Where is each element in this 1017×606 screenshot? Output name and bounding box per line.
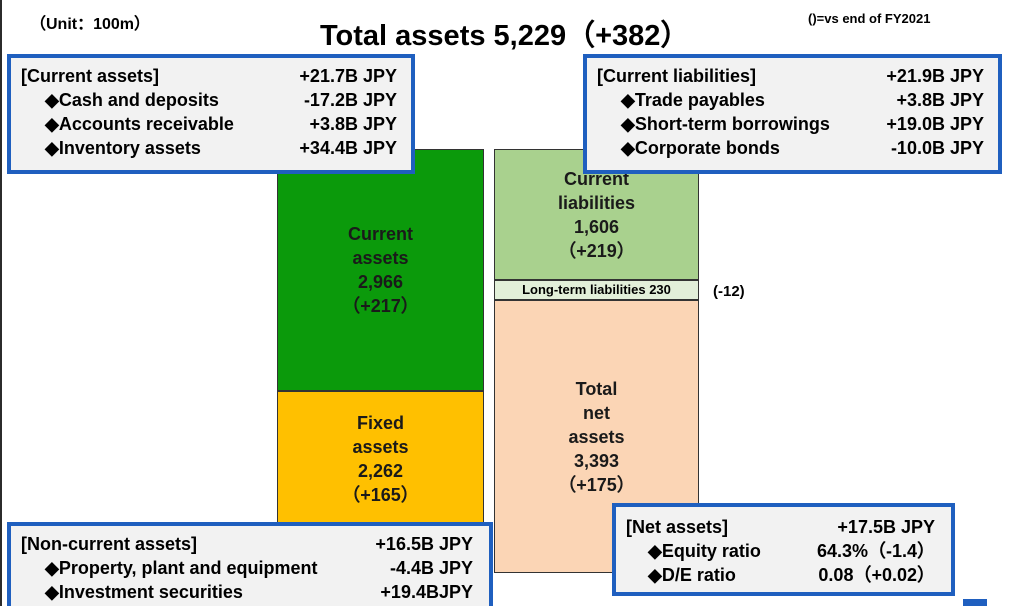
callout-item-row: ◆D/E ratio 0.08（+0.02） xyxy=(626,563,935,587)
current-assets-callout: [Current assets] +21.7B JPY ◆Cash and de… xyxy=(7,54,415,174)
net-assets-label-1: Total xyxy=(575,378,618,399)
callout-item-label: ◆Short-term borrowings xyxy=(621,114,830,134)
callout-header-value: +21.9B JPY xyxy=(886,66,984,86)
callout-item-label: ◆D/E ratio xyxy=(648,565,736,585)
callout-item-row: ◆Property, plant and equipment -4.4B JPY xyxy=(21,556,473,580)
current-liabilities-label-2: liabilities xyxy=(557,192,636,213)
callout-item-value: 0.08（+0.02） xyxy=(818,565,935,585)
callout-item-row: ◆Corporate bonds -10.0B JPY xyxy=(597,136,984,160)
callout-item-label: ◆Equity ratio xyxy=(648,541,761,561)
left-border-rule xyxy=(0,0,2,606)
callout-item-row: ◆Short-term borrowings +19.0B JPY xyxy=(597,112,984,136)
callout-item-value: 64.3%（-1.4） xyxy=(816,541,935,561)
callout-item-value: +19.0B JPY xyxy=(886,114,984,134)
fixed-assets-label-1: Fixed xyxy=(356,413,404,433)
callout-item-row: ◆Accounts receivable +3.8B JPY xyxy=(21,112,397,136)
callout-header-row: [Non-current assets] +16.5B JPY xyxy=(21,532,473,556)
callout-item-label: ◆Corporate bonds xyxy=(621,138,780,158)
corner-accent-mark xyxy=(963,599,987,606)
net-assets-change: （+175） xyxy=(558,474,635,495)
callout-header-label: [Current liabilities] xyxy=(597,66,757,86)
callout-item-value: +3.8B JPY xyxy=(309,114,397,134)
current-liabilities-callout: [Current liabilities] +21.9B JPY ◆Trade … xyxy=(583,54,1002,174)
callout-item-value: -10.0B JPY xyxy=(890,138,984,158)
callout-item-row: ◆Cash and deposits -17.2B JPY xyxy=(21,88,397,112)
callout-header-row: [Net assets] +17.5B JPY xyxy=(626,515,935,539)
comparison-note: ()=vs end of FY2021 xyxy=(808,11,931,26)
callout-header-label: [Current assets] xyxy=(21,66,160,86)
callout-header-value: +21.7B JPY xyxy=(299,66,397,86)
callout-header-value: +17.5B JPY xyxy=(837,517,935,537)
page-title: Total assets 5,229（+382） xyxy=(320,20,690,52)
callout-item-row: ◆Equity ratio 64.3%（-1.4） xyxy=(626,539,935,563)
current-liabilities-change: （+219） xyxy=(558,240,635,261)
net-assets-callout: [Net assets] +17.5B JPY ◆Equity ratio 64… xyxy=(612,503,955,596)
callout-item-value: +34.4B JPY xyxy=(299,138,397,158)
fixed-assets-value: 2,262 xyxy=(357,461,404,481)
current-assets-label-1: Current xyxy=(347,224,413,244)
callout-item-value: +19.4BJPY xyxy=(380,582,473,602)
callout-item-row: ◆Investment securities +19.4BJPY xyxy=(21,580,473,604)
callout-item-value: -4.4B JPY xyxy=(389,558,473,578)
callout-header-row: [Current liabilities] +21.9B JPY xyxy=(597,64,984,88)
net-assets-label-3: assets xyxy=(568,426,625,447)
non-current-assets-callout: [Non-current assets] +16.5B JPY ◆Propert… xyxy=(7,522,493,606)
callout-item-label: ◆Property, plant and equipment xyxy=(45,558,318,578)
net-assets-label-2: net xyxy=(583,402,610,423)
unit-label: （Unit：100m） xyxy=(30,16,151,33)
fixed-assets-block: Fixed assets 2,262 （+165） xyxy=(277,391,484,527)
callout-item-row: ◆Trade payables +3.8B JPY xyxy=(597,88,984,112)
callout-item-label: ◆Investment securities xyxy=(45,582,243,602)
fixed-assets-change: （+165） xyxy=(342,485,419,505)
current-assets-change: （+217） xyxy=(342,296,419,316)
long-term-liabilities-label: Long-term liabilities 230 xyxy=(522,282,671,297)
current-assets-value: 2,966 xyxy=(357,272,404,292)
fixed-assets-label-2: assets xyxy=(352,437,409,457)
current-assets-block: Current assets 2,966 （+217） xyxy=(277,149,484,391)
callout-item-row: ◆Inventory assets +34.4B JPY xyxy=(21,136,397,160)
callout-item-label: ◆Cash and deposits xyxy=(45,90,219,110)
net-assets-value: 3,393 xyxy=(573,450,620,471)
callout-item-label: ◆Trade payables xyxy=(621,90,765,110)
callout-header-row: [Current assets] +21.7B JPY xyxy=(21,64,397,88)
long-term-liabilities-block: Long-term liabilities 230 xyxy=(494,280,699,300)
callout-item-value: +3.8B JPY xyxy=(896,90,984,110)
callout-header-label: [Non-current assets] xyxy=(21,534,198,554)
callout-item-label: ◆Inventory assets xyxy=(45,138,201,158)
callout-item-label: ◆Accounts receivable xyxy=(45,114,234,134)
current-liabilities-value: 1,606 xyxy=(573,216,620,237)
current-assets-label-2: assets xyxy=(352,248,409,268)
callout-header-value: +16.5B JPY xyxy=(375,534,473,554)
callout-header-label: [Net assets] xyxy=(626,517,729,537)
long-term-liabilities-change: (-12) xyxy=(713,283,745,300)
callout-item-value: -17.2B JPY xyxy=(303,90,397,110)
